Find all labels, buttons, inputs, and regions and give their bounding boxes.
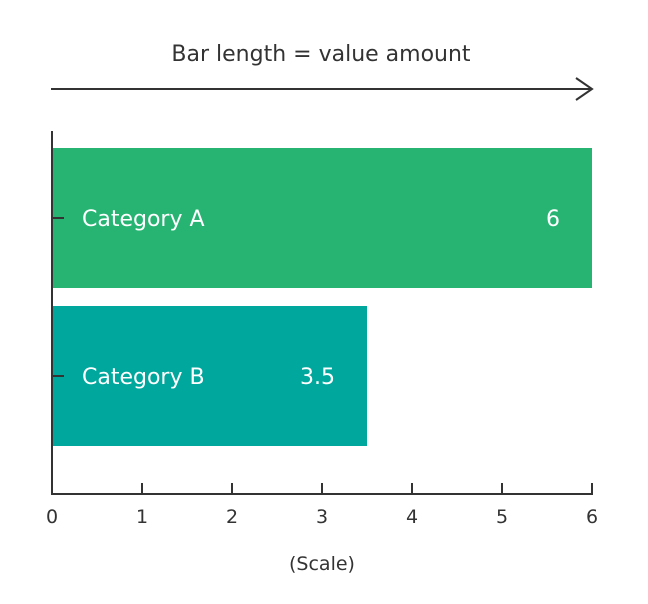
chart-caption: Bar length = value amount <box>171 42 471 67</box>
category-label-category-a: Category A <box>82 207 205 232</box>
x-ticks: 0 1 2 3 4 5 6 <box>46 483 598 528</box>
value-label-category-b: 3.5 <box>300 365 335 390</box>
x-tick-label-4: 4 <box>406 506 418 528</box>
x-tick-label-0: 0 <box>46 506 58 528</box>
x-tick-label-6: 6 <box>586 506 598 528</box>
x-tick-label-2: 2 <box>226 506 238 528</box>
bars-group: Category A 6 Category B 3.5 <box>52 148 592 446</box>
y-ticks <box>52 217 64 377</box>
x-tick-label-5: 5 <box>496 506 508 528</box>
x-axis-label: (Scale) <box>289 553 355 575</box>
bar-category-b <box>52 306 367 446</box>
bar-category-a <box>52 148 592 288</box>
x-tick-label-3: 3 <box>316 506 328 528</box>
category-label-category-b: Category B <box>82 365 205 390</box>
value-label-category-a: 6 <box>546 207 560 232</box>
direction-arrow-icon <box>51 77 594 101</box>
x-tick-label-1: 1 <box>136 506 148 528</box>
